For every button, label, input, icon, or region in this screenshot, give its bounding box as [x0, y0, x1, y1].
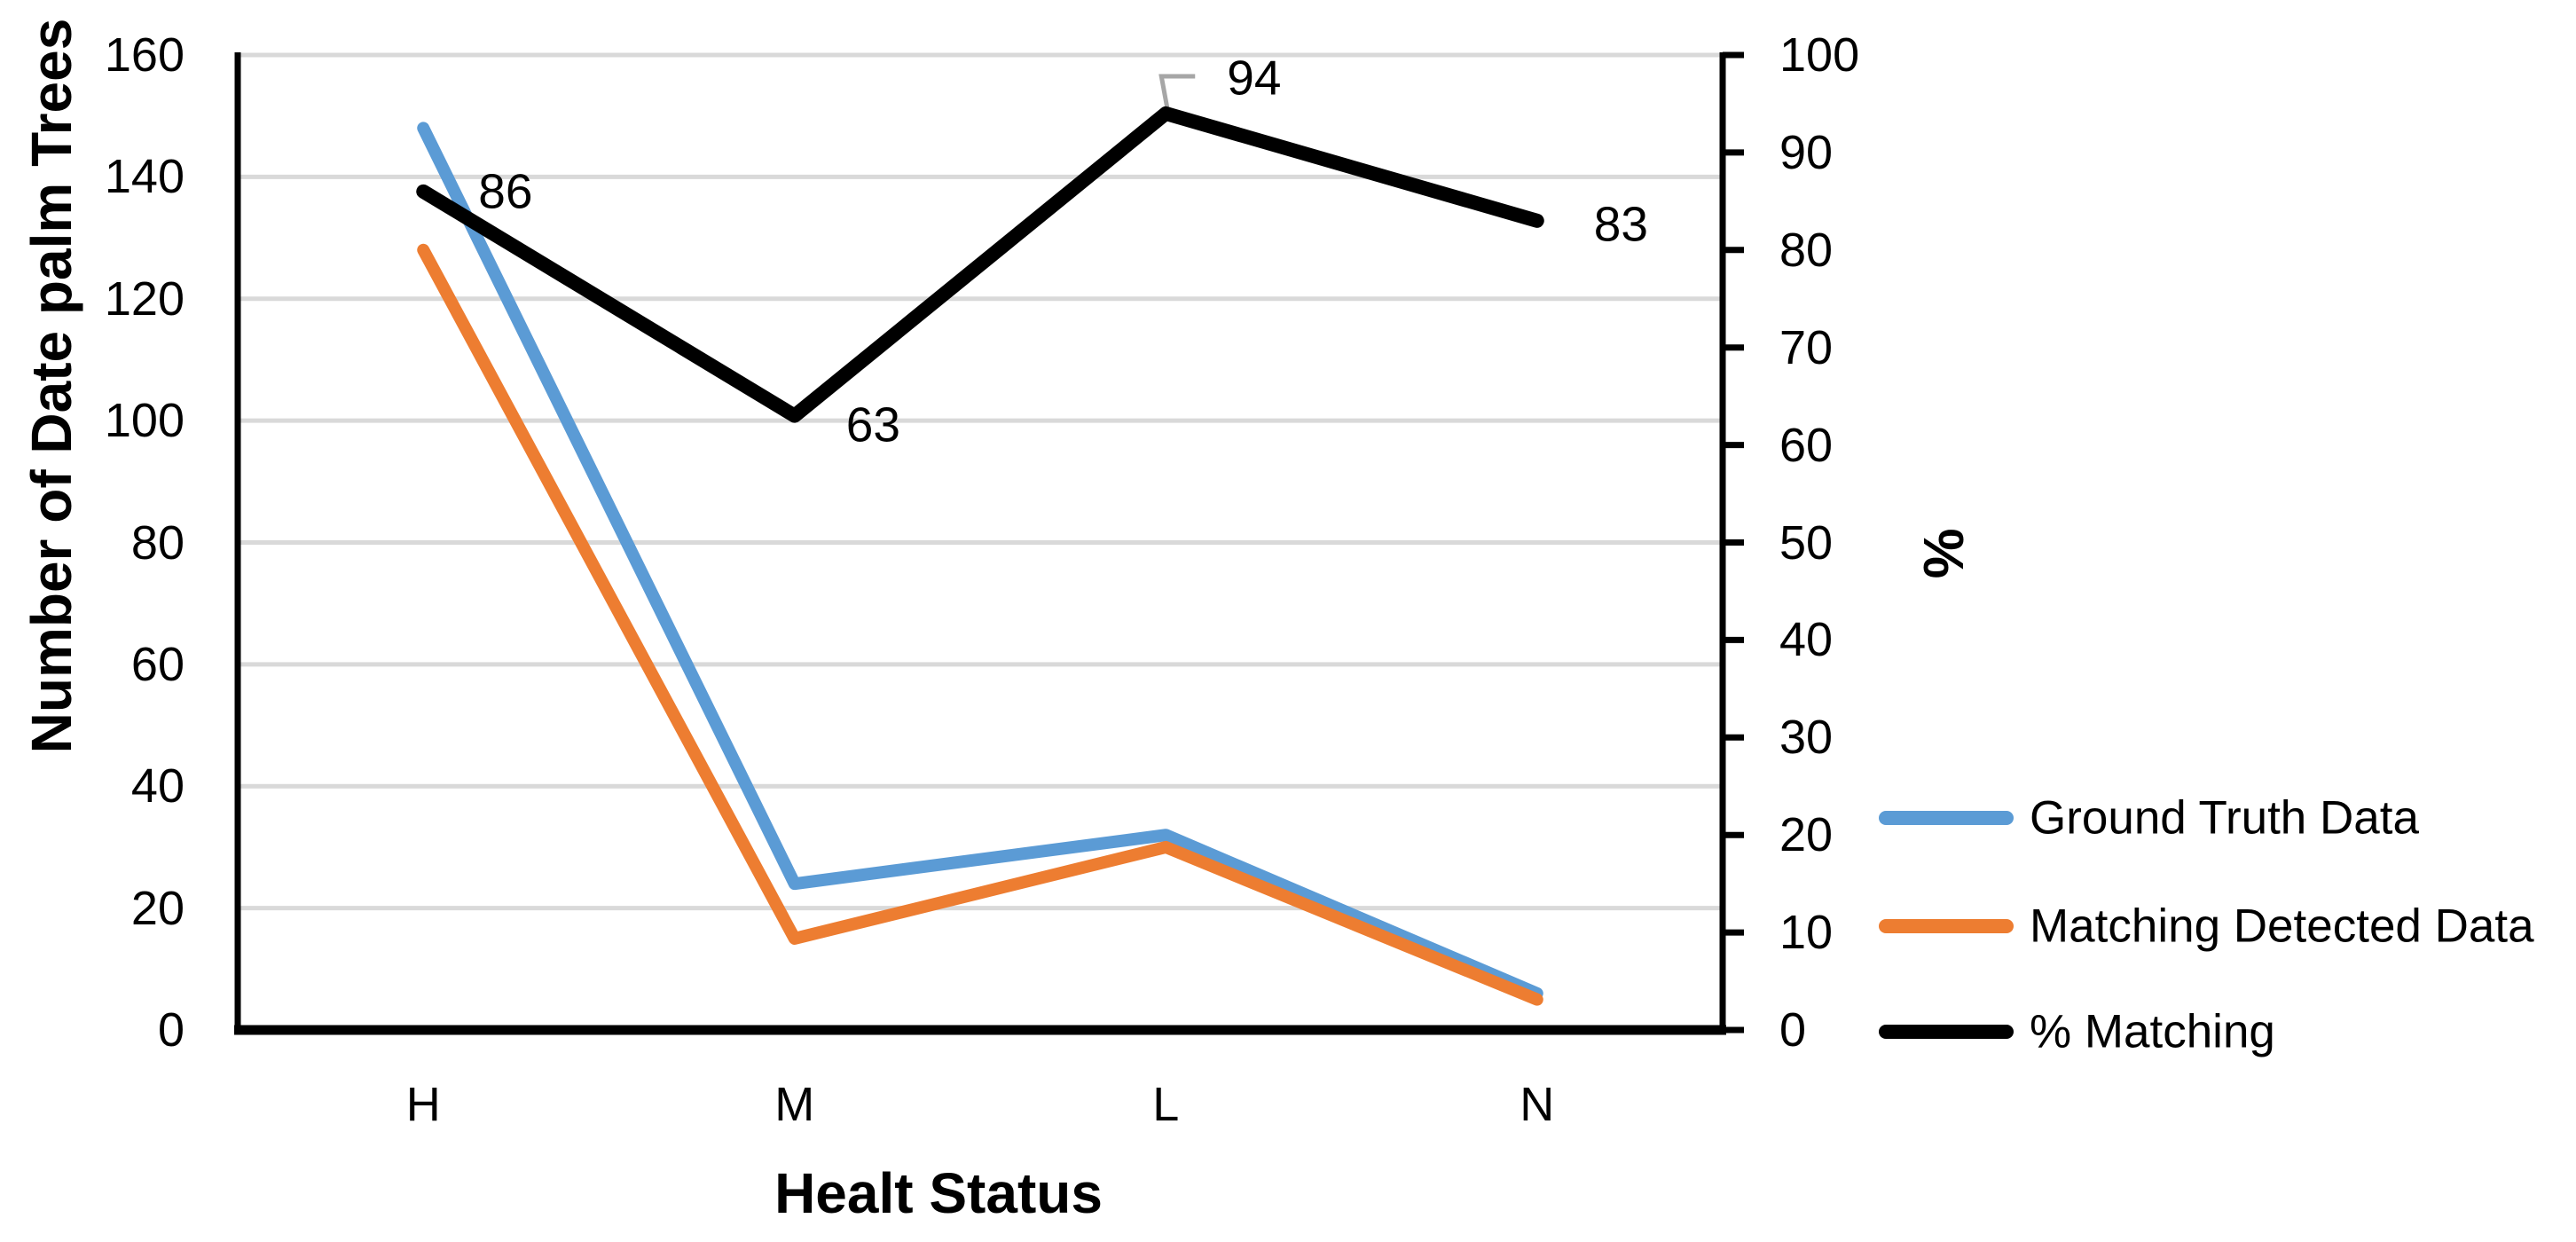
right-axis-tick-label: 80: [1779, 223, 1834, 277]
series-line-matching: [416, 106, 1544, 423]
right-axis-tick-label: 100: [1779, 28, 1860, 82]
x-category-label: N: [1520, 1078, 1555, 1131]
right-axis-tick-label: 30: [1779, 711, 1834, 765]
series-line-matching-detected-data: [417, 243, 1543, 1006]
legend-item-label: Ground Truth Data: [2030, 791, 2419, 845]
x-category-label: L: [1152, 1078, 1180, 1131]
series-line-ground-truth-data: [417, 122, 1543, 1000]
data-label: 63: [845, 397, 900, 452]
right-axis-tick-label: 60: [1779, 418, 1834, 472]
x-category-label: M: [774, 1078, 815, 1131]
right-axis-tick-label: 0: [1779, 1003, 1807, 1057]
left-axis-tick-label: 120: [104, 271, 185, 326]
data-label: 83: [1593, 196, 1648, 252]
right-axis-tick-label: 90: [1779, 125, 1834, 179]
left-axis-tick-label: 80: [130, 515, 185, 570]
left-axis-tick-label: 0: [157, 1003, 185, 1057]
x-category-label: H: [405, 1078, 441, 1131]
left-axis-tick-label: 160: [104, 28, 185, 82]
legend-item-label: % Matching: [2030, 1005, 2275, 1058]
left-axis-tick-label: 60: [130, 637, 185, 691]
legend-item-label: Matching Detected Data: [2030, 900, 2534, 953]
right-axis-tick-label: 50: [1779, 515, 1834, 570]
left-axis-tick-label: 100: [104, 394, 185, 448]
data-label: 94: [1227, 50, 1282, 106]
left-axis-tick-label: 140: [104, 150, 185, 204]
right-axis-tick-label: 20: [1779, 808, 1834, 862]
left-axis-tick-label: 20: [130, 881, 185, 935]
data-label: 86: [478, 163, 533, 219]
data-label-leader-line: [1158, 74, 1196, 111]
right-axis-tick-label: 10: [1779, 906, 1834, 960]
right-axis-tick-label: 70: [1779, 320, 1834, 374]
right-axis-tick-label: 40: [1779, 613, 1834, 667]
x-axis-title: Healt Status: [774, 1161, 1103, 1225]
right-axis-title: %: [1912, 528, 1975, 579]
left-axis-tick-label: 40: [130, 759, 185, 814]
